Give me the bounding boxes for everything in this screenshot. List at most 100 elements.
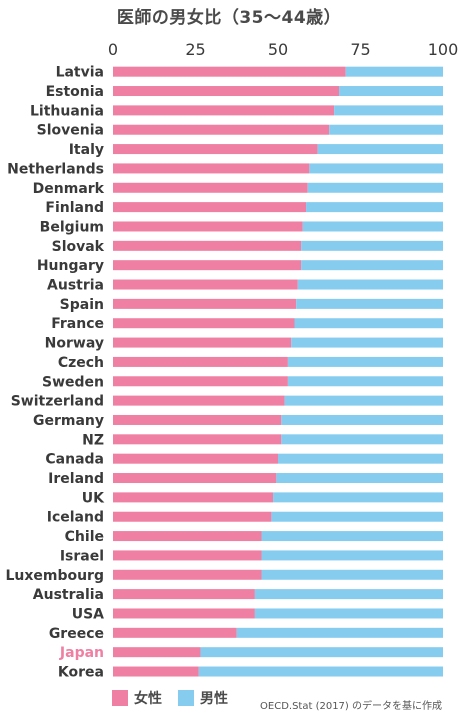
category-label: Latvia	[56, 65, 104, 81]
legend-item-male: 男性	[178, 688, 228, 708]
category-label: Greece	[49, 626, 104, 642]
legend-swatch-male	[178, 690, 194, 706]
bar-female	[113, 589, 255, 600]
bar-male	[307, 182, 443, 193]
category-label: Finland	[45, 200, 104, 216]
category-label: Korea	[58, 665, 104, 681]
category-label: Hungary	[37, 258, 104, 274]
bar-female	[113, 298, 297, 309]
bar-female	[113, 569, 262, 580]
bar-male	[294, 318, 443, 329]
bar-male	[273, 492, 443, 503]
legend-item-female: 女性	[112, 688, 162, 708]
bar-female	[113, 395, 285, 406]
bar-male	[261, 531, 443, 542]
bar-male	[281, 434, 443, 445]
category-label: Ireland	[48, 471, 104, 487]
legend-label-female: 女性	[134, 691, 162, 707]
category-label: Spain	[60, 297, 104, 313]
bar-male	[287, 376, 443, 387]
category-label: Slovenia	[37, 123, 104, 139]
bar-male	[261, 569, 443, 580]
x-tick-label: 75	[350, 40, 370, 59]
bar-female	[113, 221, 303, 232]
bar-female	[113, 627, 237, 638]
bar-male	[297, 279, 443, 290]
legend: 女性 男性	[112, 688, 244, 708]
bar-male	[271, 511, 443, 522]
category-label: Israel	[60, 548, 104, 564]
bar-male	[334, 105, 443, 116]
bar-male	[309, 163, 443, 174]
bar-male	[317, 144, 443, 155]
bar-female	[113, 492, 274, 503]
bar-female	[113, 337, 292, 348]
bar-female	[113, 550, 262, 561]
bar-male	[284, 395, 443, 406]
source-note: OECD.Stat (2017) のデータを基に作成	[260, 701, 442, 712]
bar-female	[113, 453, 278, 464]
category-label: Czech	[58, 355, 104, 371]
bar-female	[113, 163, 310, 174]
x-tick-label: 25	[185, 40, 205, 59]
bar-female	[113, 473, 277, 484]
category-label: Estonia	[46, 84, 104, 100]
bar-male	[287, 356, 443, 367]
bar-female	[113, 318, 295, 329]
bar-female	[113, 356, 288, 367]
bar-male	[306, 202, 443, 213]
category-label: Lithuania	[30, 103, 104, 119]
bar-male	[301, 240, 443, 251]
category-label: Slovak	[52, 239, 105, 255]
bar-female	[113, 105, 335, 116]
bar-male	[301, 260, 443, 271]
bar-male	[329, 124, 443, 135]
bar-female	[113, 279, 298, 290]
category-label: Sweden	[42, 374, 104, 390]
bar-male	[254, 608, 443, 619]
bar-female	[113, 202, 307, 213]
category-label: USA	[72, 606, 104, 622]
bar-male	[254, 589, 443, 600]
bar-female	[113, 240, 302, 251]
bar-female	[113, 531, 262, 542]
bar-female	[113, 434, 282, 445]
x-tick-label: 100	[428, 40, 458, 59]
category-label: Canada	[45, 452, 104, 468]
bar-male	[200, 647, 443, 658]
category-label: Denmark	[33, 181, 105, 197]
category-label: France	[51, 316, 104, 332]
bar-female	[113, 414, 282, 425]
bar-male	[281, 414, 443, 425]
bar-male	[339, 86, 443, 97]
bar-male	[302, 221, 443, 232]
bar-female	[113, 608, 255, 619]
bar-female	[113, 124, 330, 135]
x-tick-label: 50	[268, 40, 288, 59]
legend-swatch-female	[112, 690, 128, 706]
category-label: Belgium	[40, 219, 104, 235]
bar-female	[113, 647, 201, 658]
bar-female	[113, 86, 340, 97]
bar-female	[113, 66, 346, 77]
category-label: Australia	[33, 587, 104, 603]
bar-male	[198, 666, 443, 677]
bar-female	[113, 182, 308, 193]
category-label: Luxembourg	[5, 568, 104, 584]
bar-male	[291, 337, 443, 348]
category-label: Italy	[69, 142, 104, 158]
legend-label-male: 男性	[200, 691, 228, 707]
bar-female	[113, 144, 318, 155]
chart-title: 医師の男女比（35〜44歳）	[116, 8, 342, 28]
bar-female	[113, 666, 199, 677]
bar-male	[236, 627, 443, 638]
category-label: Netherlands	[7, 161, 104, 177]
category-label: Austria	[47, 278, 104, 294]
category-label: UK	[82, 490, 105, 506]
category-label: Japan	[59, 645, 104, 661]
category-label: NZ	[82, 432, 104, 448]
category-label: Germany	[33, 413, 104, 429]
bar-male	[296, 298, 443, 309]
bar-male	[276, 473, 443, 484]
